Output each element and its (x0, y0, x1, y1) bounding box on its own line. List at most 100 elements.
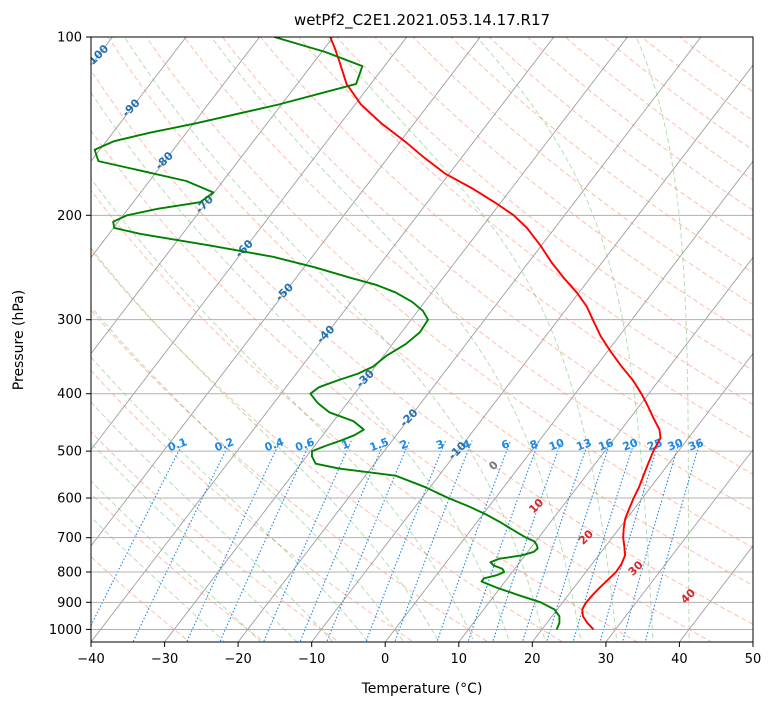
profile-series (93, 37, 662, 631)
moist-adiabat-line (91, 177, 475, 642)
x-axis-label: Temperature (°C) (361, 681, 483, 697)
plot-frame (90, 36, 754, 643)
moist-adiabat-label: 30 (626, 558, 646, 578)
mixing-ratio-label: 3 (434, 437, 446, 452)
dry-adiabat-line (678, 37, 753, 93)
mixing-ratio-line (436, 440, 512, 642)
mixing-ratio-label: 0.1 (166, 435, 189, 454)
skew-isotherm-line (752, 641, 753, 642)
mixing-ratio-label: 30 (666, 436, 685, 454)
moist-adiabat-line (91, 442, 298, 642)
mixing-ratio-line (521, 440, 590, 642)
y-tick-label: 600 (57, 492, 82, 507)
mixing-ratio-label: 0.4 (263, 435, 286, 454)
x-tick-label: 40 (671, 652, 688, 667)
dry-adiabat-line (336, 37, 753, 372)
mixing-ratio-line (91, 440, 185, 627)
skew-isotherm-line (0, 10, 60, 654)
skew-isotherm-line (384, 160, 753, 642)
mixing-ratio-label: 36 (687, 436, 706, 454)
y-tick-label: 500 (57, 445, 82, 460)
moist-adiabat-line (210, 37, 582, 642)
mixing-ratio-line (186, 440, 281, 642)
moist-adiabat-line (91, 356, 369, 642)
y-tick-label: 200 (57, 209, 82, 224)
dry-adiabat-line (91, 69, 753, 625)
mixing-ratio-line (299, 440, 386, 642)
dry-adiabat-line (221, 37, 753, 475)
dry-adiabat-line (91, 309, 489, 642)
x-tick-label: −10 (298, 652, 325, 667)
x-tick-label: 0 (381, 652, 389, 667)
dewpoint-line (93, 37, 561, 630)
axes: −40 −30 −20 −10 0 10 20 30 40 5010020030040050060… (49, 31, 761, 668)
y-tick-label: 100 (57, 31, 82, 46)
y-tick-label: 1000 (49, 623, 82, 638)
skew-isotherm-line (91, 37, 187, 162)
skew-isotherm-line (91, 37, 555, 642)
x-tick-label: 20 (524, 652, 541, 667)
dry-adiabat-line (564, 37, 753, 181)
isobar-grid (91, 37, 753, 630)
x-tick-label: 30 (598, 652, 615, 667)
mixing-ratio-label: 20 (621, 436, 640, 454)
dry-adiabat-line (145, 37, 753, 549)
y-tick-label: 300 (57, 313, 82, 328)
dry-adiabat-line (526, 37, 753, 211)
dry-adiabat-label: -100 (83, 42, 112, 71)
dry-adiabat-line (91, 189, 639, 642)
dry-adiabat-line (488, 37, 753, 242)
mixing-ratio-label: 10 (547, 436, 566, 454)
x-tick-label: 10 (451, 652, 468, 667)
dry-adiabat-line (412, 37, 753, 306)
moist-adiabat-line (325, 37, 618, 642)
mixing-ratio-line (599, 440, 660, 642)
skew-isotherm-line (605, 448, 753, 642)
mixing-ratio-label: 4 (461, 437, 473, 452)
moist-adiabat-line (91, 247, 440, 642)
moist-adiabat-line (91, 401, 334, 642)
x-tick-label: 50 (745, 652, 762, 667)
skew-isotherm-line (91, 37, 408, 451)
dry-adiabat-label: -70 (193, 193, 216, 216)
dry-adiabat-label: -80 (153, 149, 176, 172)
y-tick-label: 700 (57, 531, 82, 546)
moist-adiabat-line (123, 37, 546, 642)
y-tick-label: 900 (57, 596, 82, 611)
y-tick-label: 800 (57, 566, 82, 581)
x-tick-label: −30 (151, 652, 178, 667)
dry-adiabat-label: -20 (397, 406, 420, 429)
dry-adiabat-line (91, 555, 191, 642)
moist-adiabat-line (476, 37, 654, 642)
mixing-ratio-label: 2 (398, 437, 410, 452)
dry-adiabat-line (91, 129, 713, 642)
mixing-ratio-line (219, 440, 312, 642)
mixing-ratio-label: 6 (500, 437, 512, 452)
moist-adiabat-label: 40 (678, 586, 698, 606)
x-tick-label: −20 (224, 652, 251, 667)
moist-adiabat-label: 10 (526, 496, 546, 516)
mixing-ratio-line (644, 440, 701, 642)
dry-adiabat-line (259, 37, 753, 440)
skew-isotherm-line (678, 545, 753, 642)
mixing-ratio-line (621, 440, 681, 642)
mixing-ratio-line (467, 440, 540, 642)
moist-adiabat-label: 20 (576, 527, 596, 547)
dry-adiabat-line (91, 492, 266, 642)
skew-isotherm-line (311, 64, 753, 642)
mixing-ratio-line (394, 440, 473, 642)
mixing-ratio-line (492, 440, 563, 642)
chart-title: wetPf2_C2E1.2021.053.14.17.R17 (294, 11, 550, 30)
dry-adiabat-line (374, 37, 753, 338)
skew-isotherm-line (91, 37, 334, 355)
mixing-ratio-line (572, 440, 636, 642)
moist-adiabat-line (635, 37, 690, 642)
skew-isotherm-line (458, 256, 753, 642)
mixing-ratio-line (132, 440, 232, 642)
dry-adiabat-line (107, 37, 753, 587)
dry-adiabat-label: -90 (119, 96, 142, 119)
mixing-ratio-label: 16 (597, 436, 616, 454)
moist-adiabat-label: 0 (486, 458, 501, 473)
dry-adiabat-label: -50 (273, 280, 296, 303)
